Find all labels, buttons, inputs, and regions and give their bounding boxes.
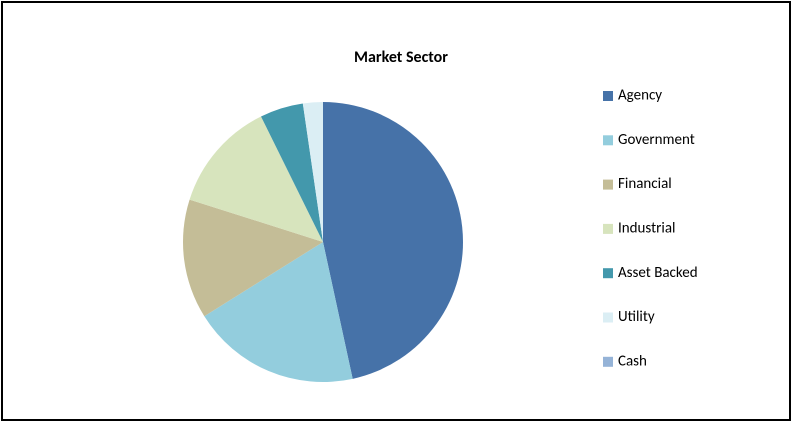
pie-slice (204, 242, 353, 382)
pie-slice (189, 116, 323, 242)
pie-slice (302, 102, 323, 242)
legend-swatch (603, 135, 613, 146)
legend-swatch (603, 179, 613, 190)
legend-label: Industrial (618, 219, 675, 237)
chart-title: Market Sector (354, 48, 448, 67)
legend-label: Asset Backed (618, 264, 698, 282)
legend-label: Utility (618, 308, 655, 326)
legend-label: Government (618, 131, 695, 149)
legend-swatch (603, 356, 613, 367)
legend-swatch (603, 268, 613, 279)
legend-swatch (603, 312, 613, 323)
pie-slice (323, 102, 464, 379)
pie-slice (182, 199, 323, 317)
legend-label: Agency (618, 87, 662, 105)
pie-slice (261, 103, 323, 242)
legend-swatch (603, 91, 613, 101)
chart: Market Sector Agency Government Financial I… (182, 48, 698, 382)
legend-swatch (603, 223, 613, 234)
legend-label: Financial (618, 175, 672, 193)
legend-label: Cash (618, 352, 647, 370)
